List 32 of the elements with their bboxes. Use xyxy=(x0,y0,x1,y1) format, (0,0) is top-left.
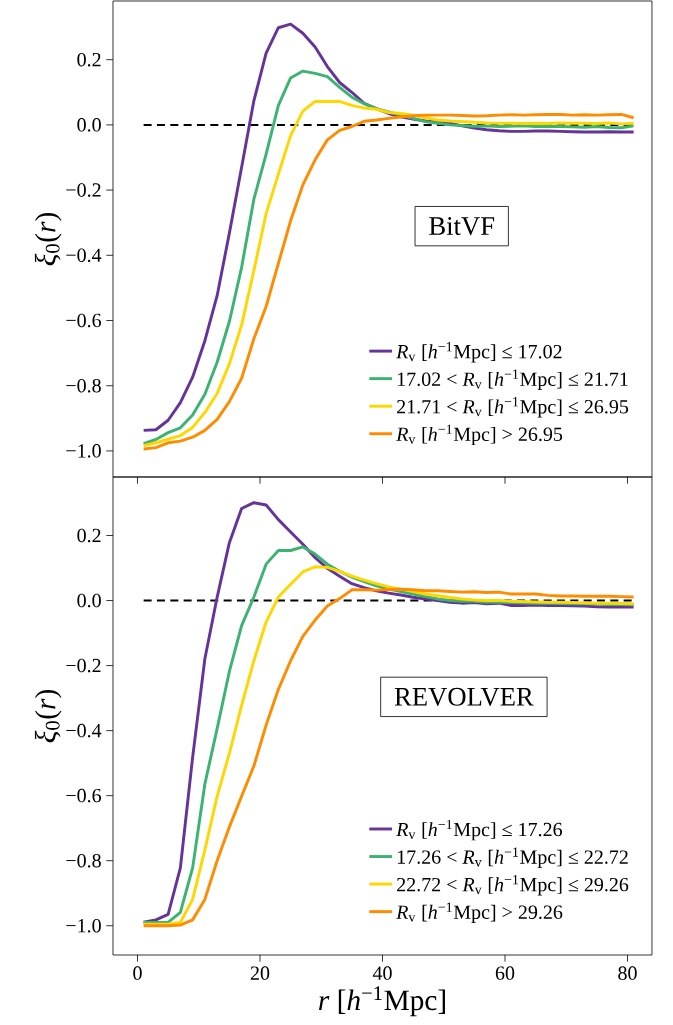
y-tick-label: −0.4 xyxy=(66,723,102,738)
x-tick-label: 0 xyxy=(133,966,142,980)
legend-label: 17.26 < R$_{v}$ [h$^{−1}$Mpc] ≤ 22.72 xyxy=(397,847,628,868)
y-tick-label: −0.6 xyxy=(66,788,102,803)
x-tick-label: 60 xyxy=(495,966,515,980)
y-tick-label: −0.8 xyxy=(66,378,101,393)
legend-label: R$_{v}$ [h$^{−1}$Mpc] ≤ 17.02 xyxy=(396,342,562,363)
legend-label: 22.72 < R$_{v}$ [h$^{−1}$Mpc] ≤ 29.26 xyxy=(397,874,629,896)
legend-label: R$_{v}$ [h$^{−1}$Mpc] > 26.95 xyxy=(396,424,563,446)
y-tick-label: −0.6 xyxy=(66,313,102,328)
y-axis-title: ξ$_{0}$(r) xyxy=(34,690,62,743)
x-tick-label: 40 xyxy=(372,966,392,980)
y-tick-label: 0.2 xyxy=(77,52,101,67)
x-tick-label: 20 xyxy=(250,966,270,980)
y-axis-title: ξ$_{0}$(r) xyxy=(34,213,62,266)
annotation: BitVF xyxy=(429,217,495,236)
y-tick-label: −0.4 xyxy=(66,248,102,263)
legend-label: R$_{v}$ [h$^{−1}$Mpc] ≤ 17.26 xyxy=(396,819,563,841)
legend-label: 21.71 < R$_{v}$ [h$^{−1}$Mpc] ≤ 26.95 xyxy=(397,397,629,418)
y-tick-label: 0.2 xyxy=(77,528,101,543)
legend-label: R$_{v}$ [h$^{−1}$Mpc] > 29.26 xyxy=(396,902,563,923)
y-tick-label: −0.8 xyxy=(66,853,101,868)
legend-label: 17.02 < R$_{v}$ [h$^{−1}$Mpc] ≤ 21.71 xyxy=(397,369,628,391)
y-tick-label: 0.0 xyxy=(77,593,101,608)
y-tick-label: −1.0 xyxy=(66,918,101,933)
y-tick-label: 0.0 xyxy=(77,118,101,132)
y-tick-label: −0.2 xyxy=(66,658,101,673)
x-axis-title: r [h$^{−1}$Mpc] xyxy=(319,986,445,1017)
annotation: REVOLVER xyxy=(394,687,534,706)
y-tick-label: −1.0 xyxy=(66,444,101,458)
y-tick-label: −0.2 xyxy=(66,183,101,197)
x-tick-label: 80 xyxy=(618,966,637,980)
